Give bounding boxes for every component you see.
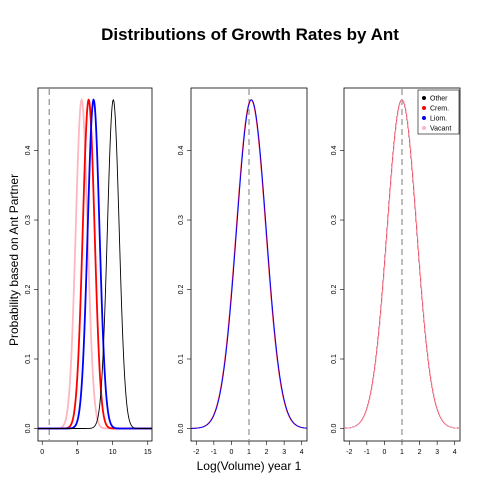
x-tick-label: 3 [435,449,439,456]
panel-1: 0 5 10 15 0.0 0.1 0.2 0.3 0.4 [25,87,153,456]
x-axis-label: Log(Volume) year 1 [197,459,302,473]
legend-entry: Vacant [430,126,451,133]
y-tick-label: 0.1 [25,354,32,364]
y-tick-label: 0.2 [25,285,32,295]
legend-marker [422,96,426,100]
series-line-crem [38,98,152,430]
x-tick-label: 2 [265,449,269,456]
y-tick-label: 0.4 [25,146,32,156]
legend-entry: Crem. [430,106,449,113]
panels: 0 5 10 150.00.10.20.30.4-2 -1 0 1 2 3 40.00.10.20… [25,87,461,456]
legend-entry: Other [430,96,448,103]
chart-title: Distributions of Growth Rates by Ant [101,25,399,44]
x-tick-label: 10 [109,449,117,456]
series-line-liom [191,99,307,429]
panel-frame [37,87,153,442]
panel-3: -2 -1 0 1 2 3 4 0.0 0.1 0.2 0.3 0.4 Other Crem. Liom. V… [331,87,461,456]
x-tick-label: -1 [364,449,370,456]
y-tick-label: 0.4 [178,146,185,156]
legend-marker [422,116,426,120]
x-tick-label: 1 [247,449,251,456]
x-tick-label: 4 [453,449,457,456]
y-tick-label: 0.2 [178,285,185,295]
y-tick-label: 0.0 [25,424,32,434]
legend-marker [422,126,426,130]
x-tick-label: 3 [282,449,286,456]
y-axis-label: Probability based on Ant Partner [7,174,21,346]
y-tick-label: 0.3 [331,215,338,225]
series-line-vacant [344,99,460,429]
legend: Other Crem. Liom. Vacant [417,89,460,135]
x-tick-label: 0 [229,449,233,456]
x-tick-label: 0 [382,449,386,456]
x-tick-label: 5 [75,449,79,456]
y-tick-label: 0.4 [331,146,338,156]
y-tick-label: 0.1 [178,354,185,364]
y-tick-label: 0.3 [178,215,185,225]
y-tick-label: 0.0 [178,424,185,434]
y-tick-label: 0.3 [25,215,32,225]
x-tick-label: 15 [144,449,152,456]
series-line-other [38,98,152,429]
x-tick-label: -2 [346,449,352,456]
panel-2: -2 -1 0 1 2 3 4 0.0 0.1 0.2 0.3 0.4 [178,87,308,456]
y-tick-label: 0.2 [331,285,338,295]
legend-entry: Liom. [430,116,447,123]
y-tick-label: 0.1 [331,354,338,364]
x-tick-label: 0 [40,449,44,456]
x-tick-label: -2 [193,449,199,456]
x-tick-label: 2 [418,449,422,456]
x-tick-label: 1 [400,449,404,456]
x-tick-label: 4 [300,449,304,456]
x-tick-label: -1 [211,449,217,456]
y-tick-label: 0.0 [331,424,338,434]
legend-marker [422,106,426,110]
